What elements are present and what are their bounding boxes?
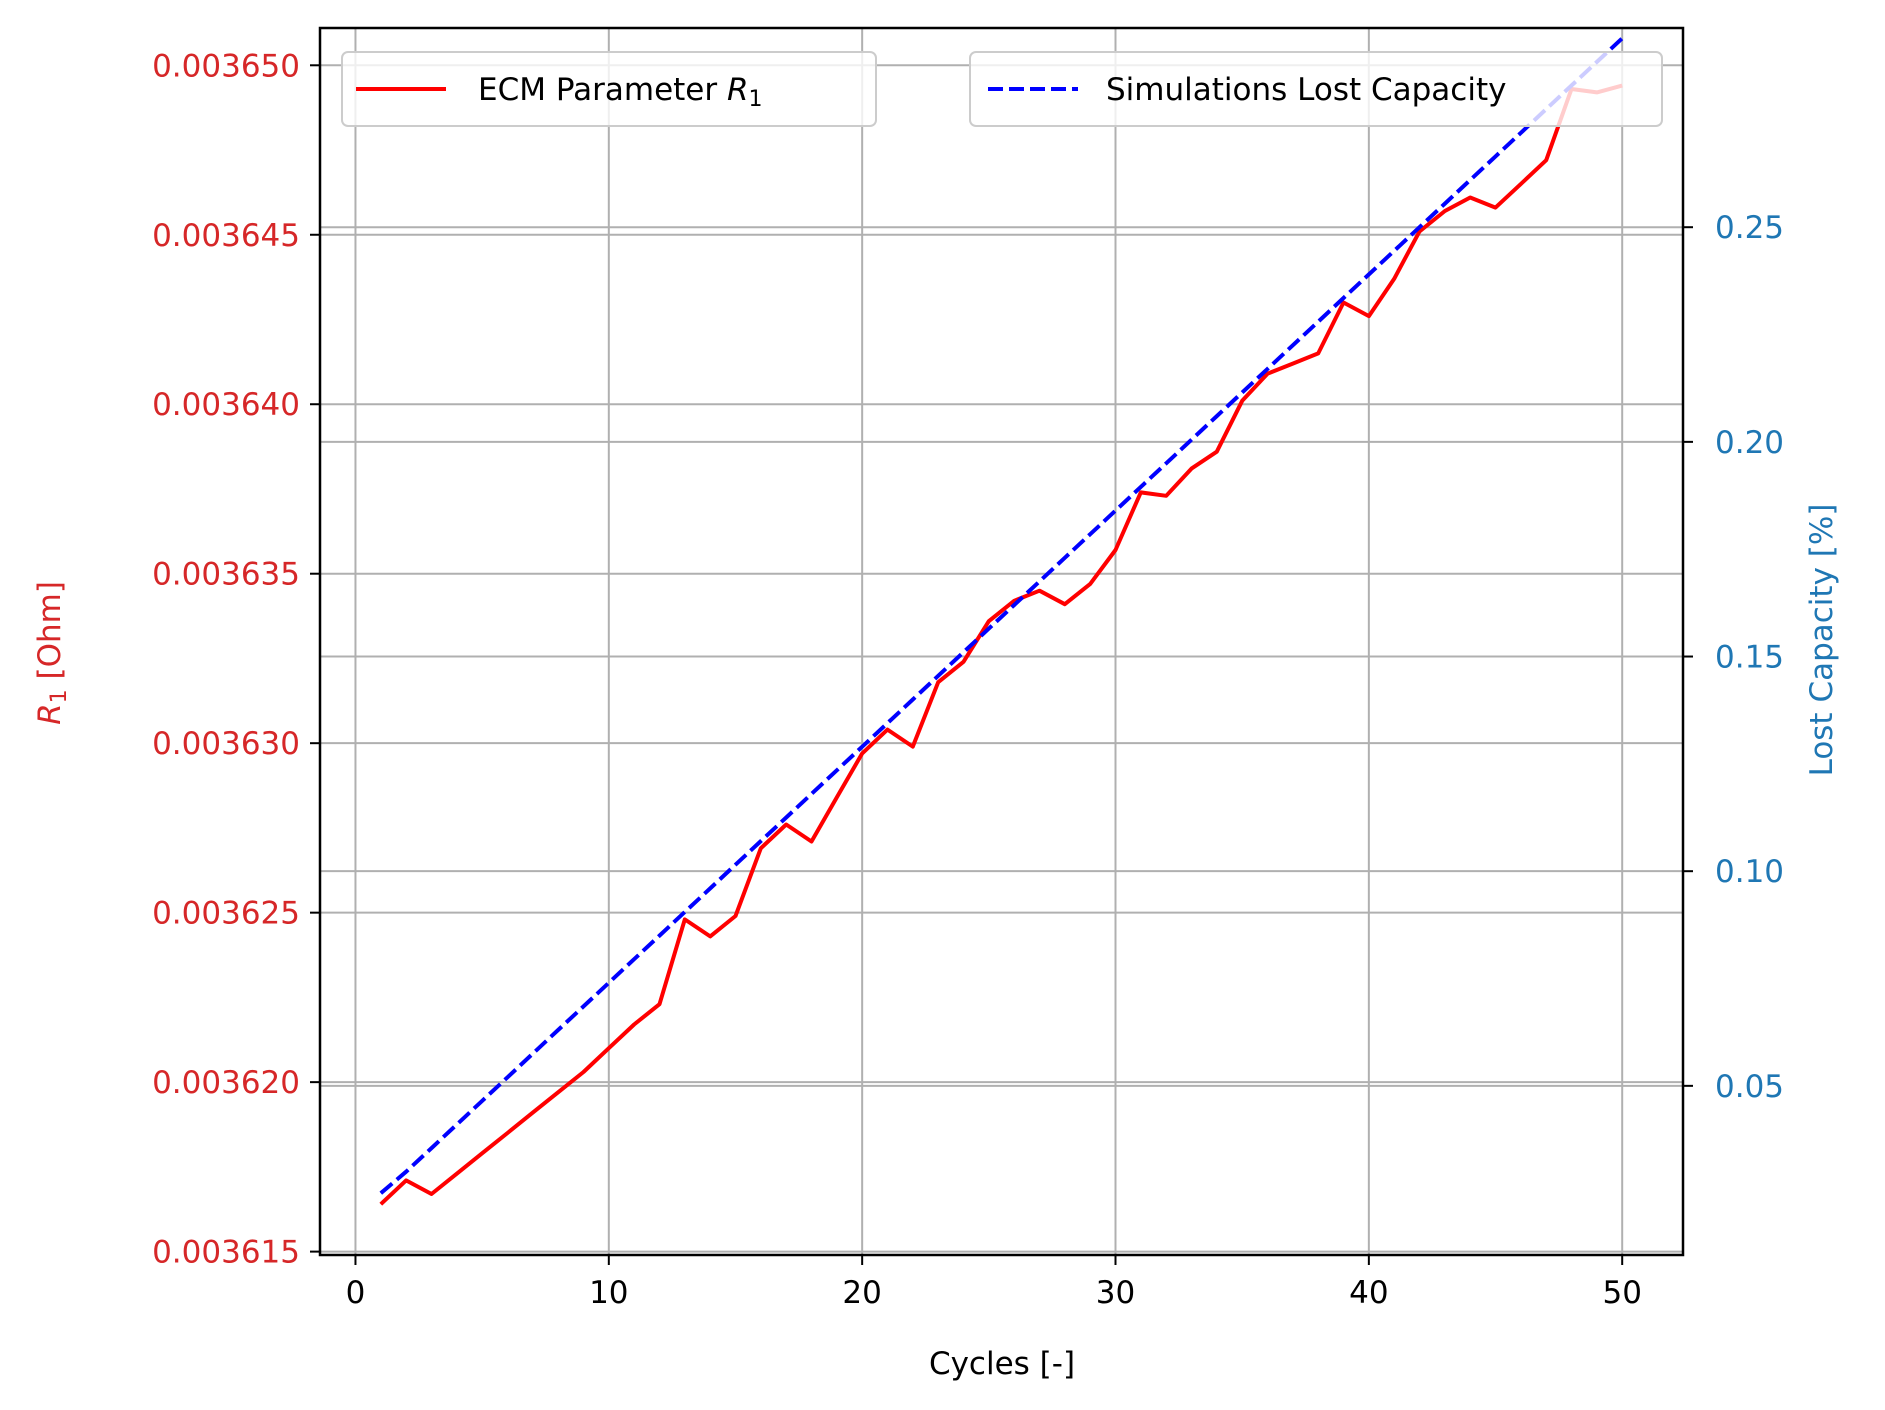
legend-r1-label-main: ECM Parameter	[478, 72, 727, 108]
legend-r1-label-subscript: 1	[749, 87, 763, 112]
right-y-axis-label: Lost Capacity [%]	[1804, 504, 1840, 777]
left-y-tick-label: 0.003630	[152, 726, 300, 762]
x-tick-label: 10	[589, 1275, 628, 1311]
legend-r1-label-symbol: R	[727, 72, 749, 108]
left-y-axis-label: R1 [Ohm]	[32, 581, 72, 725]
axes-frame	[318, 26, 1685, 1257]
plot-frame	[318, 26, 1685, 1257]
right-y-tick-label: 0.20	[1715, 425, 1784, 461]
x-tick-label: 40	[1349, 1275, 1388, 1311]
right-y-gridlines	[320, 226, 1683, 1087]
left-y-axis-label-subscript: 1	[47, 689, 72, 703]
x-gridlines	[354, 28, 1624, 1255]
left-y-axis-label-unit: [Ohm]	[32, 581, 68, 689]
x-axis-label: Cycles [-]	[929, 1346, 1075, 1382]
right-y-axis-ticks: 0.05 0.10 0.15 0.20 0.25	[1683, 210, 1784, 1105]
series-r1-line	[379, 83, 1623, 1206]
left-y-axis-ticks: 0.003615 0.003620 0.003625 0.003630 0.003635…	[152, 48, 320, 1271]
left-y-tick-label: 0.003620	[152, 1065, 300, 1101]
left-y-tick-label: 0.003650	[152, 48, 300, 84]
legend-capacity: Simulations Lost Capacity	[969, 51, 1663, 127]
right-y-tick-label: 0.10	[1715, 854, 1784, 890]
legend-r1: ECM Parameter R1	[341, 51, 877, 127]
legend-r1-box	[341, 51, 877, 127]
series-capacity-line	[379, 36, 1624, 1195]
legend-capacity-label: Simulations Lost Capacity	[1106, 72, 1506, 108]
right-y-tick-label: 0.15	[1715, 640, 1784, 676]
legend-capacity-box	[969, 51, 1663, 127]
left-y-axis-label-symbol: R	[32, 703, 68, 725]
x-tick-label: 0	[346, 1275, 366, 1311]
x-tick-label: 50	[1602, 1275, 1641, 1311]
legend-r1-label: ECM Parameter R1	[478, 72, 763, 112]
left-y-tick-label: 0.003625	[152, 896, 300, 932]
x-axis-ticks: 0 10 20 30 40 50	[346, 1255, 1642, 1311]
x-tick-label: 30	[1096, 1275, 1135, 1311]
right-y-tick-label: 0.05	[1715, 1069, 1784, 1105]
left-y-tick-label: 0.003615	[152, 1235, 300, 1271]
plot-lines	[379, 36, 1624, 1206]
right-y-tick-label: 0.25	[1715, 210, 1784, 246]
left-y-tick-label: 0.003645	[152, 218, 300, 254]
left-y-tick-label: 0.003640	[152, 387, 300, 423]
left-y-tick-label: 0.003635	[152, 557, 300, 593]
x-tick-label: 20	[842, 1275, 881, 1311]
